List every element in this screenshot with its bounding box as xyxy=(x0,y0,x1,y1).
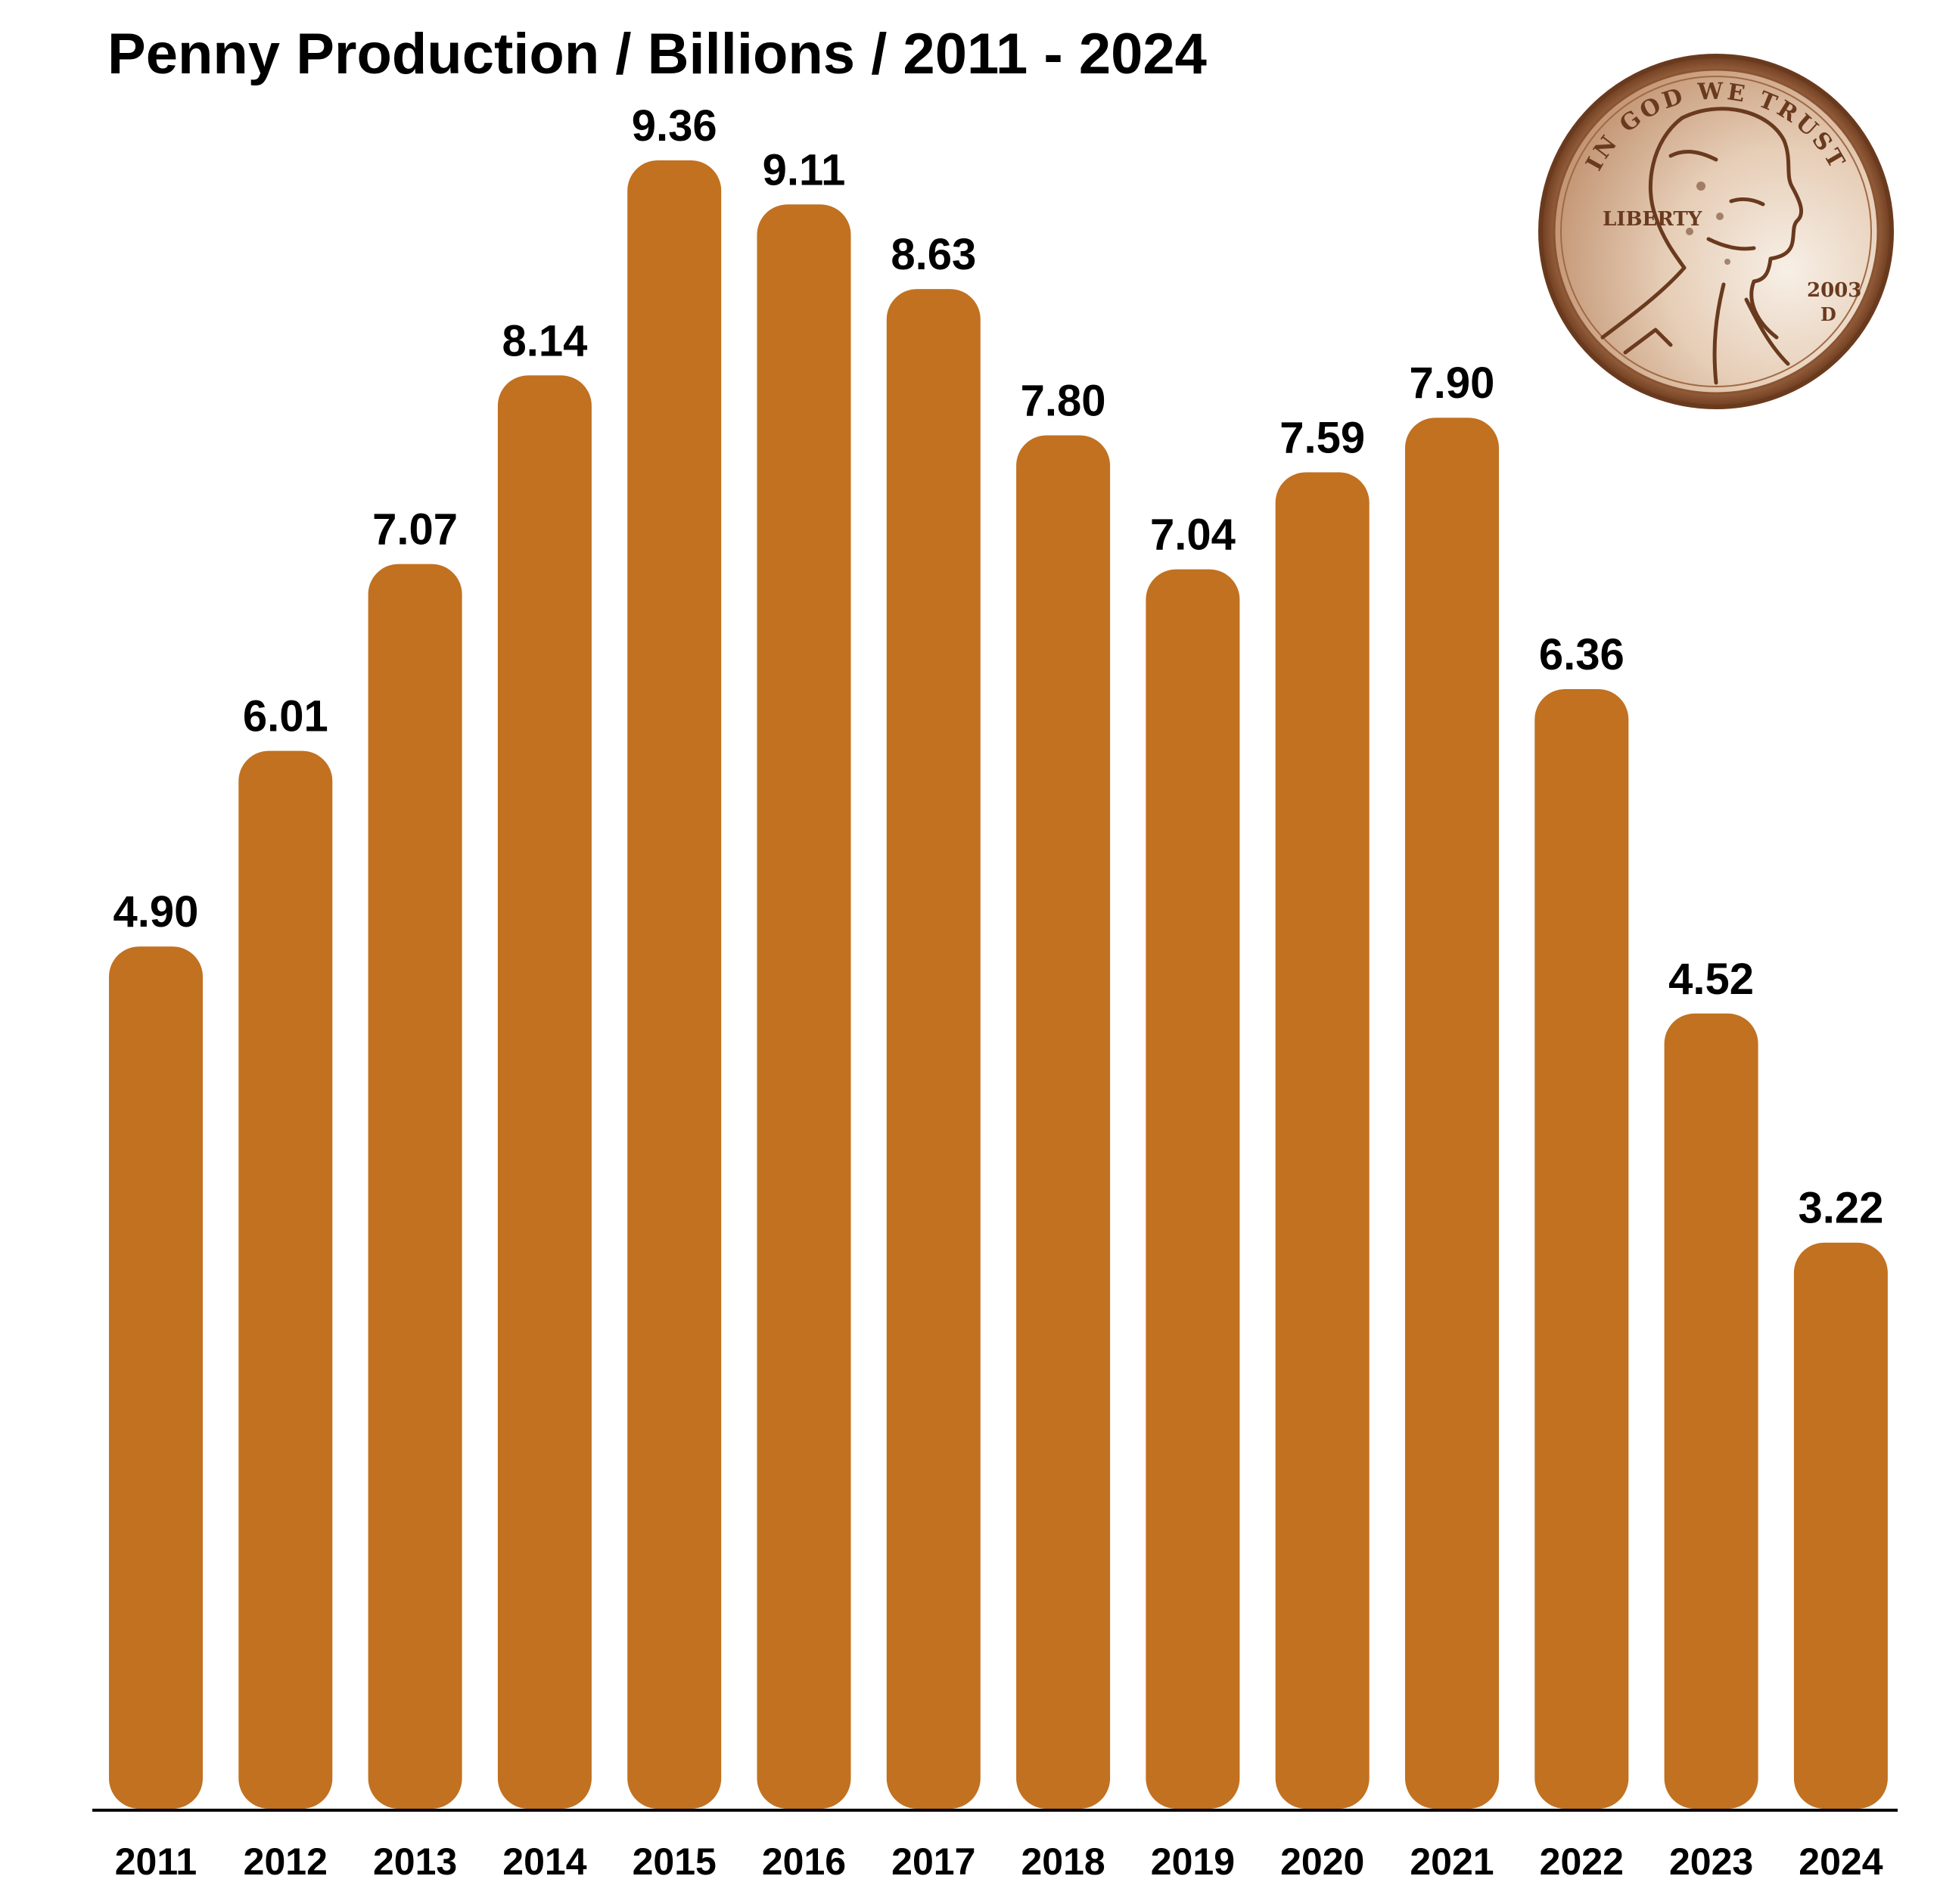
x-tick-label: 2018 xyxy=(1021,1840,1105,1883)
bar-value-label: 7.80 xyxy=(1021,377,1106,426)
x-tick-label: 2022 xyxy=(1540,1840,1624,1883)
x-tick-labels: 2011 2012 2013 2014 2015 2016 2017 2018 2019 2020… xyxy=(115,1840,1883,1883)
bar-value-label: 7.90 xyxy=(1410,359,1495,408)
bar-2015 xyxy=(627,160,722,1809)
bar-2021 xyxy=(1405,418,1499,1809)
coin-mint-mark: D xyxy=(1820,303,1836,325)
bar-2024 xyxy=(1793,1242,1888,1809)
bar-2022 xyxy=(1534,689,1629,1809)
x-tick-label: 2020 xyxy=(1280,1840,1364,1883)
x-tick-label: 2015 xyxy=(633,1840,717,1883)
bar-2011 xyxy=(109,946,203,1809)
x-tick-label: 2011 xyxy=(115,1840,197,1883)
bar-2018 xyxy=(1016,435,1111,1809)
bar-2012 xyxy=(238,750,333,1809)
bar-2013 xyxy=(368,564,462,1809)
x-tick-label: 2021 xyxy=(1410,1840,1494,1883)
bar-2019 xyxy=(1146,569,1240,1809)
x-tick-label: 2013 xyxy=(373,1840,457,1883)
bar-value-label: 6.36 xyxy=(1539,630,1625,679)
bar-2014 xyxy=(497,375,592,1809)
bar-value-label: 7.59 xyxy=(1279,413,1365,462)
chart-title: Penny Production / Billions / 2011 - 202… xyxy=(107,22,1207,86)
bar-value-label: 3.22 xyxy=(1798,1184,1883,1233)
bar-value-label: 8.14 xyxy=(502,316,587,365)
bars-layer xyxy=(109,160,1888,1809)
x-tick-label: 2014 xyxy=(502,1840,586,1883)
bar-value-label: 4.90 xyxy=(113,887,199,936)
bar-value-label: 7.04 xyxy=(1150,511,1236,560)
bar-2017 xyxy=(886,289,981,1809)
x-tick-label: 2024 xyxy=(1799,1840,1883,1883)
coin-liberty-text: LIBERTY xyxy=(1603,208,1702,231)
bar-2020 xyxy=(1275,472,1370,1809)
bar-value-label: 6.01 xyxy=(243,692,328,741)
x-tick-label: 2016 xyxy=(762,1840,846,1883)
x-tick-label: 2012 xyxy=(244,1840,328,1883)
bar-2016 xyxy=(757,204,851,1809)
value-labels-layer: 4.90 6.01 7.07 8.14 9.36 9.11 8.63 7.80 7.04 7.59… xyxy=(113,101,1884,1233)
x-tick-label: 2017 xyxy=(891,1840,975,1883)
coin-year-text: 2003 xyxy=(1807,279,1861,302)
penny-coin-icon: IN GOD WE TRUST LIBERTY 2003 D xyxy=(1538,54,1894,409)
bar-value-label: 7.07 xyxy=(372,505,458,554)
bar-value-label: 9.11 xyxy=(763,145,846,194)
x-tick-label: 2023 xyxy=(1669,1840,1753,1883)
bar-value-label: 8.63 xyxy=(891,230,976,279)
bar-value-label: 9.36 xyxy=(632,101,717,151)
x-tick-label: 2019 xyxy=(1151,1840,1235,1883)
bar-value-label: 4.52 xyxy=(1668,955,1754,1004)
bar-2023 xyxy=(1664,1013,1758,1809)
